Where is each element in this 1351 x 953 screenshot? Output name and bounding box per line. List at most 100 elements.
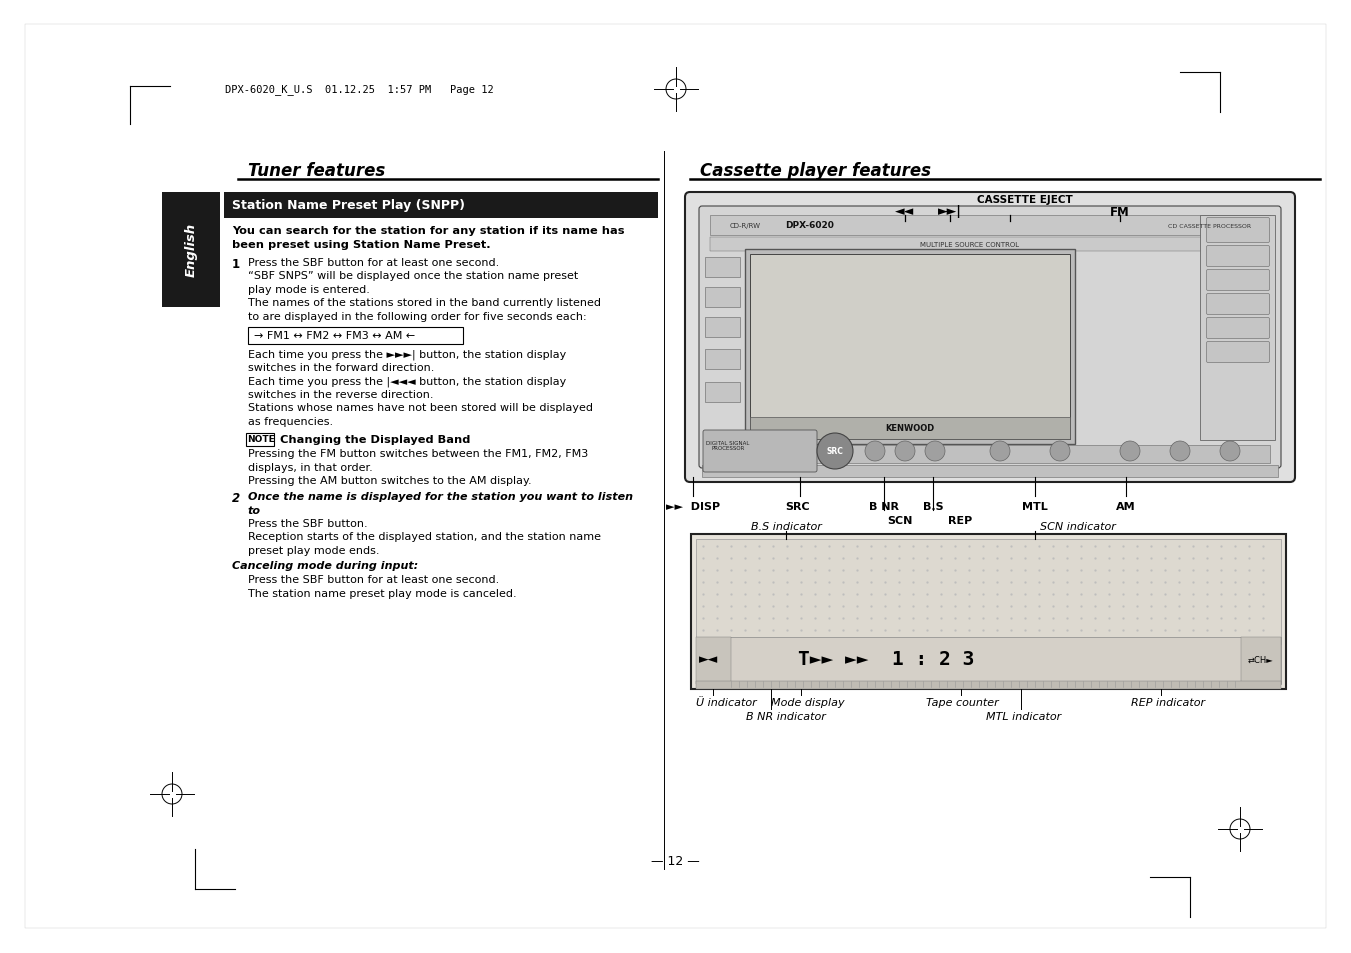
Text: MTL indicator: MTL indicator	[986, 711, 1062, 721]
Circle shape	[1050, 441, 1070, 461]
Bar	[1242, 638, 1281, 684]
Text: The names of the stations stored in the band currently listened: The names of the stations stored in the …	[249, 298, 601, 308]
Text: B NR indicator: B NR indicator	[746, 711, 825, 721]
Text: NOTE: NOTE	[247, 435, 274, 444]
Text: FM: FM	[1111, 205, 1129, 218]
FancyBboxPatch shape	[1206, 342, 1270, 363]
Bar	[750, 417, 1070, 439]
Text: KENWOOD: KENWOOD	[885, 424, 935, 433]
Bar	[249, 327, 463, 344]
Circle shape	[925, 441, 944, 461]
Text: play mode is entered.: play mode is entered.	[249, 285, 370, 294]
FancyBboxPatch shape	[1206, 318, 1270, 339]
Text: preset play mode ends.: preset play mode ends.	[249, 545, 380, 556]
Bar	[750, 254, 1070, 439]
Text: — 12 —: — 12 —	[651, 855, 700, 867]
Text: ◄◄: ◄◄	[896, 205, 915, 218]
Circle shape	[865, 441, 885, 461]
FancyBboxPatch shape	[703, 431, 817, 473]
Bar	[696, 638, 1281, 684]
Text: to are displayed in the following order for five seconds each:: to are displayed in the following order …	[249, 312, 586, 322]
Text: MTL: MTL	[1023, 501, 1048, 512]
Text: Pressing the AM button switches to the AM display.: Pressing the AM button switches to the A…	[249, 476, 532, 486]
Text: Mode display: Mode display	[771, 698, 844, 707]
Text: Station Name Preset Play (SNPP): Station Name Preset Play (SNPP)	[232, 199, 465, 213]
FancyBboxPatch shape	[1206, 271, 1270, 292]
Text: Tuner features: Tuner features	[249, 162, 385, 180]
Bar	[711, 446, 1270, 463]
Text: Cassette player features: Cassette player features	[700, 162, 931, 180]
Bar	[711, 215, 1270, 235]
Circle shape	[990, 441, 1011, 461]
Text: Changing the Displayed Band: Changing the Displayed Band	[280, 435, 470, 444]
Text: ►◄: ►◄	[700, 653, 719, 666]
Text: ►►  DISP: ►► DISP	[666, 501, 720, 512]
Bar	[224, 193, 658, 219]
Circle shape	[1170, 441, 1190, 461]
Circle shape	[1120, 441, 1140, 461]
Bar	[162, 193, 220, 308]
Text: displays, in that order.: displays, in that order.	[249, 462, 373, 473]
Bar	[690, 535, 1286, 689]
Text: as frequencies.: as frequencies.	[249, 416, 334, 427]
FancyBboxPatch shape	[685, 193, 1296, 482]
FancyBboxPatch shape	[1206, 294, 1270, 315]
Bar	[696, 681, 1281, 689]
Text: You can search for the station for any station if its name has: You can search for the station for any s…	[232, 226, 624, 235]
Text: MULTIPLE SOURCE CONTROL: MULTIPLE SOURCE CONTROL	[920, 242, 1020, 248]
Text: → FM1 ↔ FM2 ↔ FM3 ↔ AM ←: → FM1 ↔ FM2 ↔ FM3 ↔ AM ←	[254, 331, 415, 340]
Text: 1: 1	[232, 257, 240, 271]
Bar	[705, 257, 740, 277]
Text: SRC: SRC	[827, 447, 843, 456]
Bar	[705, 288, 740, 308]
Text: SRC: SRC	[786, 501, 811, 512]
Text: Tape counter: Tape counter	[925, 698, 998, 707]
Text: Press the SBF button for at least one second.: Press the SBF button for at least one se…	[249, 257, 500, 268]
Text: T►► ►►  1 : 2 3: T►► ►► 1 : 2 3	[798, 650, 974, 669]
Text: been preset using Station Name Preset.: been preset using Station Name Preset.	[232, 240, 490, 250]
Bar	[711, 237, 1270, 252]
Bar	[246, 433, 274, 446]
Text: switches in the reverse direction.: switches in the reverse direction.	[249, 390, 434, 399]
FancyBboxPatch shape	[1206, 218, 1270, 243]
Circle shape	[817, 434, 852, 470]
Text: Ü indicator: Ü indicator	[696, 698, 757, 707]
Text: SCN indicator: SCN indicator	[1040, 521, 1116, 532]
Text: Press the SBF button.: Press the SBF button.	[249, 518, 367, 529]
Text: “SBF SNPS” will be displayed once the station name preset: “SBF SNPS” will be displayed once the st…	[249, 272, 578, 281]
Text: AM: AM	[1116, 501, 1136, 512]
Text: Reception starts of the displayed station, and the station name: Reception starts of the displayed statio…	[249, 532, 601, 542]
Text: English: English	[185, 223, 197, 276]
Text: CD CASSETTE PROCESSOR: CD CASSETTE PROCESSOR	[1169, 223, 1251, 229]
Text: ►►|: ►►|	[938, 205, 962, 218]
Text: to: to	[249, 505, 261, 515]
Text: DPX-6020: DPX-6020	[785, 221, 835, 231]
Text: Each time you press the |◄◄◄ button, the station display: Each time you press the |◄◄◄ button, the…	[249, 376, 566, 387]
Bar	[705, 317, 740, 337]
Bar	[705, 350, 740, 370]
Text: Canceling mode during input:: Canceling mode during input:	[232, 561, 419, 571]
Text: REP indicator: REP indicator	[1131, 698, 1205, 707]
FancyBboxPatch shape	[26, 25, 1325, 928]
Text: REP: REP	[948, 516, 973, 525]
Text: 2: 2	[232, 492, 240, 504]
FancyBboxPatch shape	[698, 207, 1281, 469]
Text: B.S: B.S	[923, 501, 943, 512]
Bar	[705, 382, 740, 402]
Text: B NR: B NR	[869, 501, 898, 512]
Bar	[696, 539, 1281, 644]
Text: Pressing the FM button switches between the FM1, FM2, FM3: Pressing the FM button switches between …	[249, 449, 588, 459]
Bar	[1200, 215, 1275, 440]
Text: CD-R/RW: CD-R/RW	[730, 223, 761, 229]
Text: B.S indicator: B.S indicator	[751, 521, 821, 532]
FancyBboxPatch shape	[1206, 246, 1270, 267]
Text: SCN: SCN	[888, 516, 913, 525]
Text: Once the name is displayed for the station you want to listen: Once the name is displayed for the stati…	[249, 492, 634, 501]
Text: DPX-6020_K_U.S  01.12.25  1:57 PM   Page 12: DPX-6020_K_U.S 01.12.25 1:57 PM Page 12	[226, 85, 493, 95]
Text: DIGITAL SIGNAL
PROCESSOR: DIGITAL SIGNAL PROCESSOR	[707, 440, 750, 451]
Text: Each time you press the ►►►| button, the station display: Each time you press the ►►►| button, the…	[249, 349, 566, 359]
Circle shape	[1220, 441, 1240, 461]
Bar	[703, 465, 1278, 477]
Circle shape	[894, 441, 915, 461]
Text: Press the SBF button for at least one second.: Press the SBF button for at least one se…	[249, 575, 500, 585]
